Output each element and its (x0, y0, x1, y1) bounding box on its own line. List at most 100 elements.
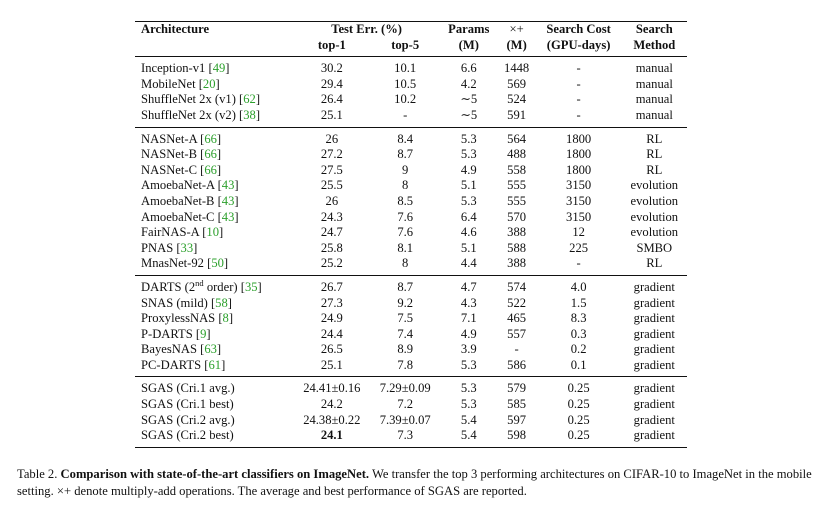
table-row: AmoebaNet-B [43] 26 8.5 5.3 555 3150 evolution (135, 194, 687, 210)
cell-top5: 7.6 (397, 209, 414, 224)
table-row: MnasNet-92 [50] 25.2 8 4.4 388 - RL (135, 256, 687, 275)
citation-close: ] (234, 178, 239, 193)
cell-top5: 10.2 (394, 92, 417, 107)
citation-close: ] (193, 240, 198, 255)
cell-cost: 0.25 (567, 397, 590, 412)
cell-architecture: BayesNAS [63] (135, 342, 293, 358)
table-row: ShuffleNet 2x (v1) [62] 26.4 10.2 ∼5 524 - man… (135, 92, 687, 108)
cell-top1: 26 (293, 126, 371, 148)
cell-top1: 30.2 (293, 56, 371, 77)
col-search-cost: Search Cost (546, 22, 611, 36)
cell-madds: 570 (507, 209, 527, 224)
citation-link: 43 (221, 178, 235, 193)
architecture-name: SGAS (Cri.1 best) (141, 397, 234, 412)
caption-title: Comparison with state-of-the-art classif… (60, 467, 370, 481)
cell-method: gradient (633, 311, 675, 326)
cell-params: 5.3 (439, 376, 498, 398)
architecture-name: ShuffleNet 2x (v1) [ (141, 92, 244, 107)
cell-params: 6.6 (439, 56, 498, 77)
table-row: FairNAS-A [10] 24.7 7.6 4.6 388 12 evolution (135, 225, 687, 241)
cell-top5: 8 (402, 256, 409, 271)
architecture-name: NASNet-B [ (141, 147, 205, 162)
table-row: PC-DARTS [61] 25.1 7.8 5.3 586 0.1 gradient (135, 358, 687, 377)
cell-madds: 557 (507, 326, 527, 341)
col-top1: top-1 (317, 37, 346, 52)
cell-params: 5.3 (439, 126, 498, 148)
cell-params: 5.1 (460, 240, 477, 255)
cell-top5: 8.5 (397, 193, 414, 208)
cell-cost: 3150 (566, 209, 592, 224)
cell-cost: 0.25 (567, 428, 590, 443)
cell-params: 4.9 (460, 162, 477, 177)
cell-top5: 8.4 (370, 126, 440, 148)
cell-architecture: SGAS (Cri.1 avg.) (135, 376, 294, 398)
table-row: Inception-v1 [49] 30.2 10.1 6.6 1448- manual (135, 56, 687, 77)
cell-top5: - (403, 107, 408, 122)
cell-params: 6.4 (460, 209, 477, 224)
cell-top1: 26 (325, 193, 339, 208)
cell-top5: 8.7 (397, 147, 414, 162)
architecture-name: BayesNAS [ (141, 342, 205, 357)
cell-top5: 8.9 (397, 342, 414, 357)
cell-params: 5.3 (460, 357, 477, 372)
architecture-name: SNAS (mild) [ (141, 295, 216, 310)
cell-top1: 24.41±0.16 (293, 376, 371, 398)
architecture-name-suffix: order) [ (203, 279, 245, 294)
citation-link: 50 (211, 256, 224, 271)
table-row: NASNet-C [66] 27.5 9 4.9 558 1800 RL (135, 163, 687, 179)
cell-madds: 465 (507, 311, 527, 326)
cell-madds: 555 (507, 178, 527, 193)
cell-top1: 24.3 (320, 209, 343, 224)
cell-cost: 12 (572, 225, 585, 240)
cell-top1: 27.2 (320, 147, 343, 162)
cell-method: gradient (633, 428, 675, 443)
cell-method: RL (621, 126, 687, 148)
col-search: Search (635, 22, 673, 36)
cell-architecture: AmoebaNet-A [43] (135, 178, 293, 194)
col-method: Method (633, 37, 676, 52)
cell-top5: 9.2 (397, 295, 414, 310)
cell-top1: 24.1 (320, 428, 343, 443)
cell-top1: 26.7 (293, 274, 371, 296)
citation-link: 43 (221, 193, 235, 208)
architecture-name: ShuffleNet 2x (v2) [ (141, 107, 244, 122)
cell-architecture: MobileNet [20] (135, 77, 293, 93)
citation-link: 43 (221, 209, 235, 224)
caption-label: Table 2. (17, 467, 58, 481)
cell-top5: 10.1 (370, 56, 440, 77)
architecture-superscript: nd (195, 277, 204, 288)
cell-top5: 7.8 (397, 357, 414, 372)
cell-params: 4.6 (460, 225, 477, 240)
table-caption: Table 2. Comparison with state-of-the-ar… (17, 466, 817, 499)
cell-top1: 24.2 (320, 397, 343, 412)
results-table-container: Architecture Test Err. (%) Params ×+ Sea… (135, 21, 687, 448)
cell-method: RL (646, 162, 663, 177)
citation-close: ] (225, 61, 230, 76)
citation-link: 63 (204, 342, 217, 357)
cell-method: gradient (633, 295, 675, 310)
citation-close: ] (255, 92, 261, 107)
col-architecture-blank (135, 38, 293, 57)
citation-link: 10 (206, 225, 220, 240)
cell-method: gradient (633, 326, 675, 341)
cell-params: ∼5 (460, 107, 478, 122)
table-body: Inception-v1 [49] 30.2 10.1 6.6 1448- manual M… (135, 56, 687, 448)
cell-params: 7.1 (460, 311, 477, 326)
citation-link: 20 (202, 76, 216, 91)
cell-top5: 7.39±0.07 (379, 412, 431, 427)
cell-method: gradient (621, 274, 687, 296)
cell-architecture: SGAS (Cri.1 best) (135, 397, 293, 413)
cell-method: gradient (621, 376, 687, 398)
cell-architecture: ShuffleNet 2x (v1) [62] (135, 92, 293, 108)
cell-architecture: AmoebaNet-B [43] (135, 194, 293, 210)
col-test-err: Test Err. (%) (331, 22, 402, 36)
cell-top1: 26.4 (320, 92, 343, 107)
citation-close: ] (216, 342, 222, 357)
citation-link: 58 (215, 295, 228, 310)
architecture-name: SGAS (Cri.1 avg.) (141, 381, 235, 396)
citation-link: 49 (212, 61, 226, 76)
cell-top1: 25.1 (320, 357, 343, 372)
cell-cost: 3150 (566, 193, 592, 208)
architecture-name: FairNAS-A [ (141, 225, 207, 240)
architecture-name: SGAS (Cri.2 avg.) (141, 412, 235, 427)
